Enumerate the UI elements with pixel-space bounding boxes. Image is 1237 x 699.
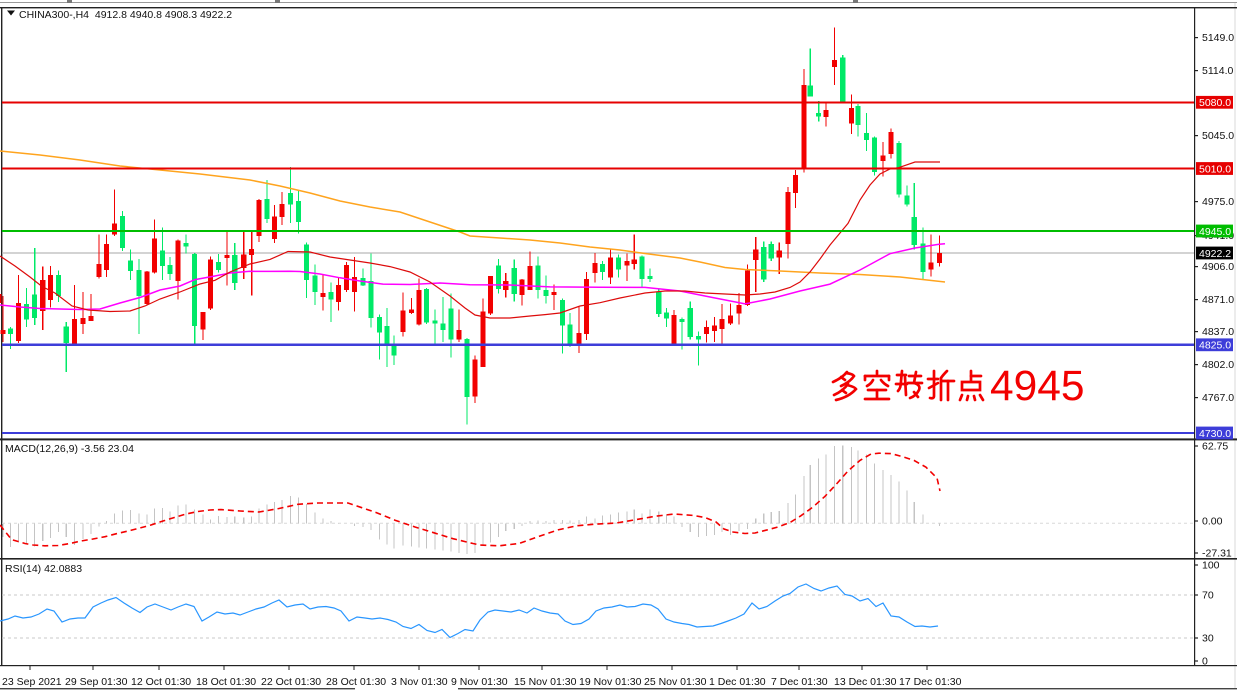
svg-text:-27.31: -27.31	[1202, 548, 1232, 560]
svg-text:5010.0: 5010.0	[1199, 163, 1231, 175]
svg-text:70: 70	[1202, 590, 1214, 602]
svg-text:4730.0: 4730.0	[1199, 428, 1231, 440]
svg-text:17 Dec 01:30: 17 Dec 01:30	[899, 676, 962, 688]
svg-text:15 Nov 01:30: 15 Nov 01:30	[514, 676, 577, 688]
svg-text:28 Oct 01:30: 28 Oct 01:30	[326, 676, 386, 688]
svg-text:4906.0: 4906.0	[1202, 261, 1234, 273]
svg-text:30: 30	[1202, 633, 1214, 645]
svg-text:5114.0: 5114.0	[1202, 65, 1233, 77]
svg-text:19 Nov 01:30: 19 Nov 01:30	[579, 676, 642, 688]
svg-text:12 Oct 01:30: 12 Oct 01:30	[131, 676, 191, 688]
svg-text:4871.0: 4871.0	[1202, 294, 1234, 306]
svg-text:4825.0: 4825.0	[1199, 340, 1231, 352]
svg-text:4922.2: 4922.2	[1199, 248, 1231, 260]
svg-text:1 Dec 01:30: 1 Dec 01:30	[709, 676, 766, 688]
svg-text:23 Sep 2021: 23 Sep 2021	[2, 676, 62, 688]
svg-text:MACD(12,26,9) -3.56 23.04: MACD(12,26,9) -3.56 23.04	[5, 443, 134, 455]
svg-text:62.75: 62.75	[1202, 441, 1228, 453]
svg-text:5080.0: 5080.0	[1199, 97, 1231, 109]
svg-text:18 Oct 01:30: 18 Oct 01:30	[196, 676, 256, 688]
svg-text:CHINA300-,H4 4912.8 4940.8 49: CHINA300-,H4 4912.8 4940.8 4908.3 4922.2	[19, 9, 232, 21]
svg-text:4837.0: 4837.0	[1202, 326, 1234, 338]
svg-text:5149.0: 5149.0	[1202, 32, 1234, 44]
svg-text:4767.0: 4767.0	[1202, 392, 1234, 404]
svg-text:13 Dec 01:30: 13 Dec 01:30	[834, 676, 897, 688]
svg-text:3 Nov 01:30: 3 Nov 01:30	[391, 676, 448, 688]
svg-text:4945: 4945	[990, 363, 1085, 410]
svg-text:5045.0: 5045.0	[1202, 130, 1234, 142]
svg-text:RSI(14) 42.0883: RSI(14) 42.0883	[5, 563, 82, 575]
svg-text:22 Oct 01:30: 22 Oct 01:30	[261, 676, 321, 688]
svg-text:100: 100	[1202, 560, 1220, 572]
svg-text:4802.0: 4802.0	[1202, 359, 1234, 371]
svg-text:29 Sep 01:30: 29 Sep 01:30	[65, 676, 128, 688]
svg-text:0.00: 0.00	[1202, 516, 1223, 528]
svg-text:4945.0: 4945.0	[1199, 226, 1231, 238]
svg-text:0: 0	[1202, 656, 1208, 668]
svg-text:4975.0: 4975.0	[1202, 196, 1234, 208]
svg-text:25 Nov 01:30: 25 Nov 01:30	[644, 676, 707, 688]
svg-text:9 Nov 01:30: 9 Nov 01:30	[451, 676, 508, 688]
svg-text:7 Dec 01:30: 7 Dec 01:30	[771, 676, 828, 688]
